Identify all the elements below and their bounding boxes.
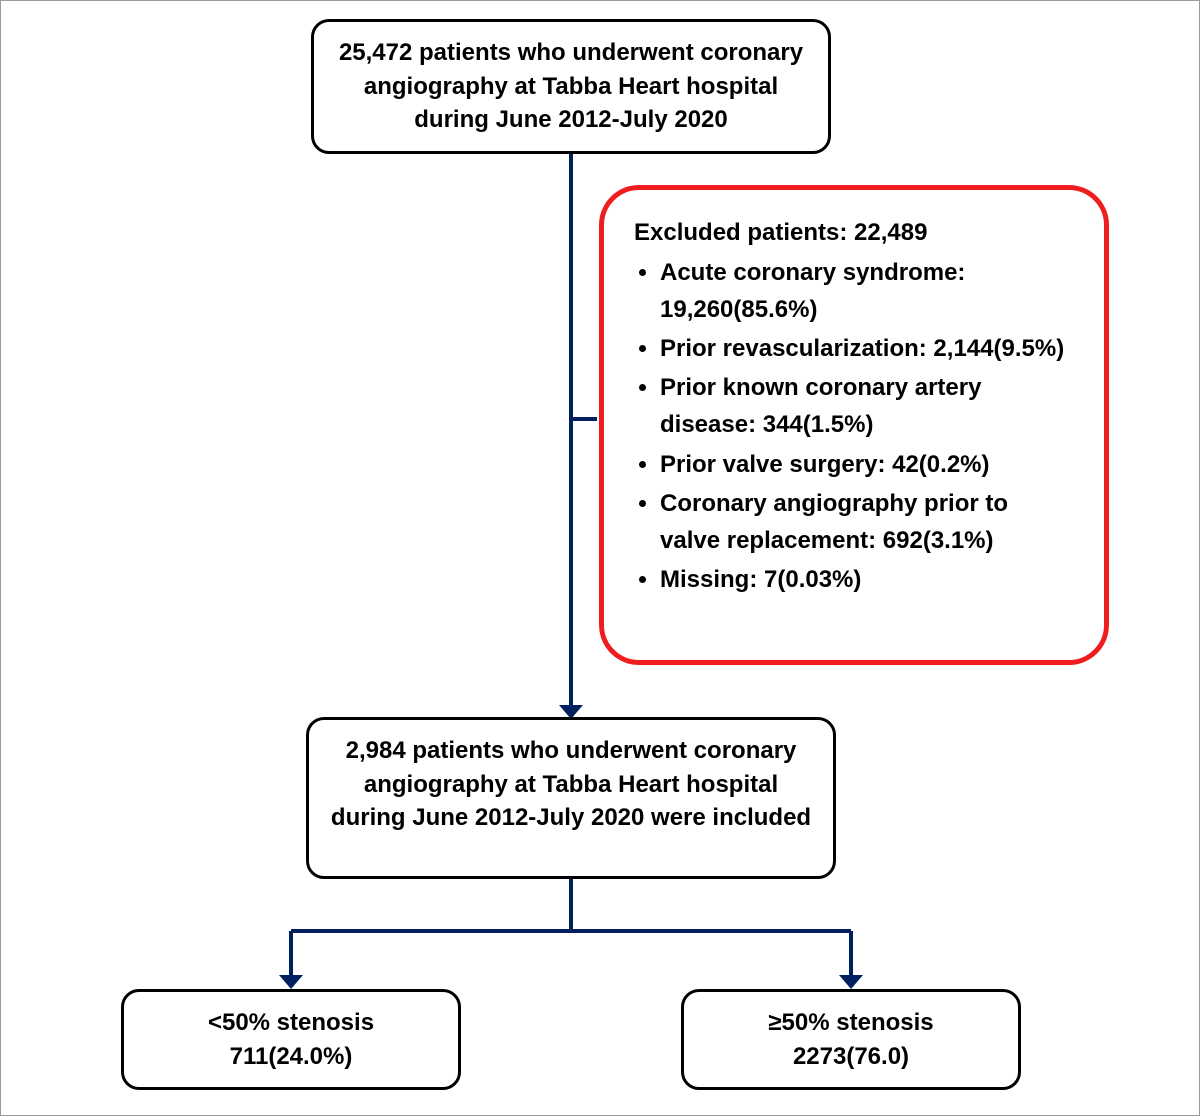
box-total-patients: 25,472 patients who underwent coronary a…	[311, 19, 831, 154]
box-outcome-lt50-stenosis: <50% stenosis 711(24.0%)	[121, 989, 461, 1090]
excluded-list-item: Prior valve surgery: 42(0.2%)	[660, 446, 1074, 483]
excluded-list-item: Coronary angiography prior to valve repl…	[660, 485, 1074, 559]
excluded-title: Excluded patients: 22,489	[634, 216, 1074, 250]
excluded-list-item: Prior revascularization: 2,144(9.5%)	[660, 330, 1074, 367]
flowchart-canvas: 25,472 patients who underwent coronary a…	[0, 0, 1200, 1116]
outcome-gte50-label: ≥50% stenosis	[702, 1006, 1000, 1040]
outcome-lt50-label: <50% stenosis	[142, 1006, 440, 1040]
excluded-list-item: Prior known coronary artery disease: 344…	[660, 369, 1074, 443]
excluded-list-item: Missing: 7(0.03%)	[660, 561, 1074, 598]
included-patients-text: 2,984 patients who underwent coronary an…	[331, 737, 811, 831]
outcome-gte50-value: 2273(76.0)	[702, 1040, 1000, 1074]
outcome-lt50-value: 711(24.0%)	[142, 1040, 440, 1074]
box-included-patients: 2,984 patients who underwent coronary an…	[306, 717, 836, 879]
box-excluded-patients: Excluded patients: 22,489 Acute coronary…	[599, 185, 1109, 665]
excluded-list: Acute coronary syndrome: 19,260(85.6%)Pr…	[634, 254, 1074, 599]
box-outcome-gte50-stenosis: ≥50% stenosis 2273(76.0)	[681, 989, 1021, 1090]
excluded-list-item: Acute coronary syndrome: 19,260(85.6%)	[660, 254, 1074, 328]
total-patients-text: 25,472 patients who underwent coronary a…	[339, 39, 803, 133]
